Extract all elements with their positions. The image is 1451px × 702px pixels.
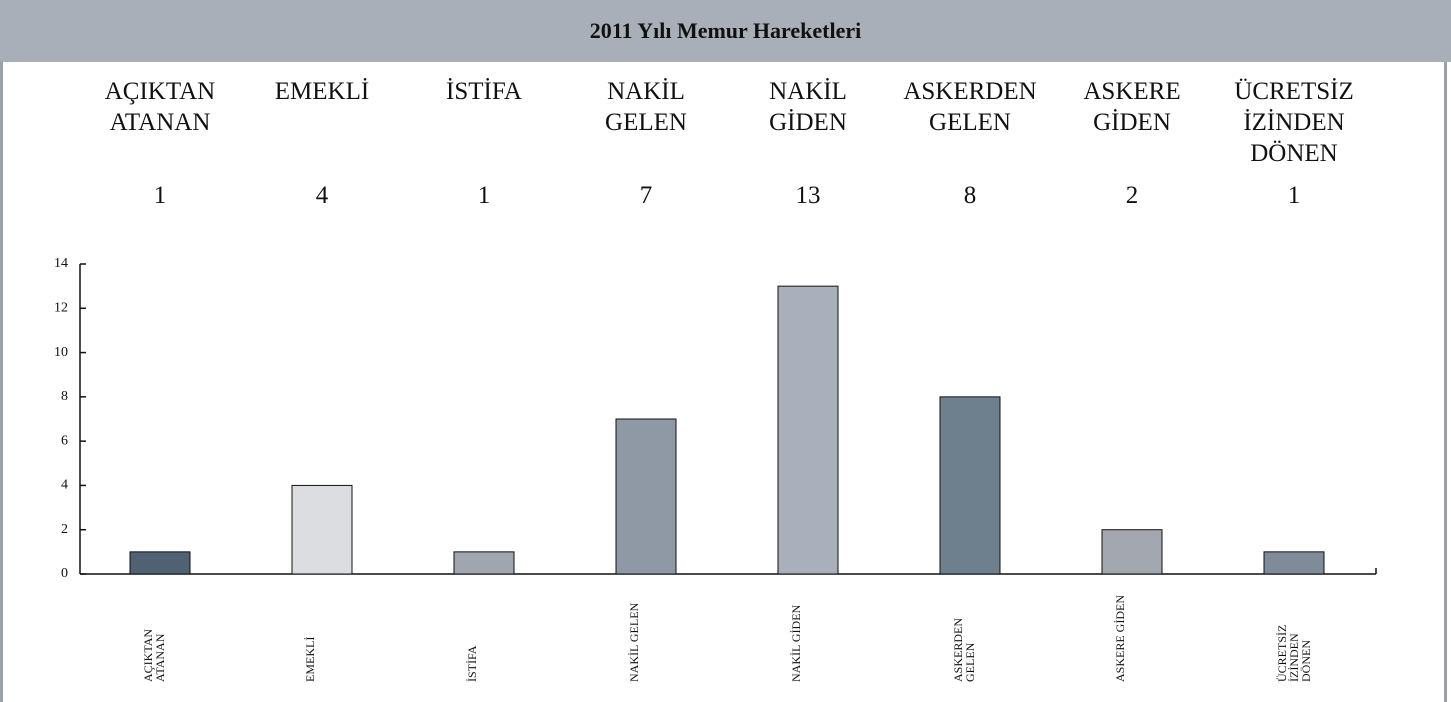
y-tick-label: 4 — [61, 478, 68, 493]
column-value: 1 — [153, 182, 167, 209]
x-tick-label: ASKERE GİDEN — [1113, 595, 1127, 682]
bar — [1263, 551, 1325, 575]
column-header: ÜCRETSİZ İZİNDEN DÖNEN — [1234, 78, 1354, 167]
column-header: ASKERE GİDEN — [1083, 78, 1181, 136]
y-tick-label: 2 — [61, 522, 68, 537]
bar — [129, 551, 191, 575]
column-header: NAKİL GİDEN — [769, 78, 847, 136]
y-tick-label: 12 — [54, 301, 68, 316]
y-tick-label: 14 — [54, 256, 68, 271]
x-tick-label: ÜCRETSİZ İZİNDEN DÖNEN — [1275, 624, 1313, 682]
bar — [1101, 529, 1163, 575]
x-tick-label: NAKİL GELEN — [627, 602, 641, 682]
bar — [939, 396, 1001, 575]
y-tick-label: 8 — [61, 389, 68, 404]
chart-title: 2011 Yılı Memur Hareketleri — [0, 0, 1451, 62]
bar — [453, 551, 515, 575]
bar — [777, 285, 839, 575]
column-header: ASKERDEN GELEN — [903, 78, 1037, 136]
column-header: İSTİFA — [446, 78, 522, 105]
x-tick-label: ASKERDEN GELEN — [951, 617, 977, 682]
x-tick-label: NAKİL GİDEN — [789, 604, 803, 682]
bar — [615, 418, 677, 575]
column-value: 13 — [795, 182, 821, 209]
column-value: 4 — [315, 182, 329, 209]
column-header: EMEKLİ — [274, 78, 370, 105]
x-tick-label: EMEKLİ — [303, 636, 317, 682]
y-tick-label: 10 — [54, 345, 68, 360]
x-tick-label: İSTİFA — [465, 645, 479, 682]
column-header: NAKİL GELEN — [605, 78, 687, 136]
column-value: 1 — [477, 182, 491, 209]
column-value: 2 — [1125, 182, 1139, 209]
y-tick-label: 6 — [61, 433, 68, 448]
column-header: AÇIKTAN ATANAN — [104, 78, 216, 136]
column-value: 7 — [639, 182, 653, 209]
column-value: 1 — [1287, 182, 1301, 209]
bar — [291, 484, 353, 575]
column-value: 8 — [963, 182, 977, 209]
y-tick-label: 0 — [61, 566, 68, 581]
x-tick-label: AÇIKTAN ATANAN — [141, 628, 167, 682]
